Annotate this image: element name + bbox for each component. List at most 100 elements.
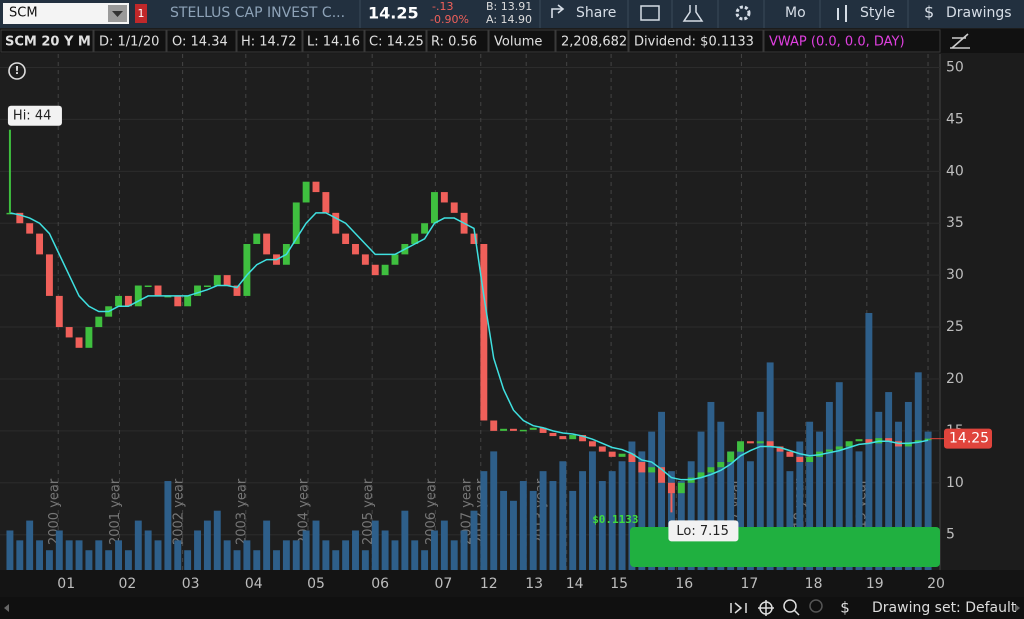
scroll-left[interactable] [4,604,9,612]
y-tick-label: 30 [946,267,964,283]
volume-bar [312,520,320,570]
volume-bar [648,431,656,570]
volume-bar [431,530,438,570]
candle [203,285,211,288]
mode-button[interactable]: Mo [785,5,806,21]
volume-bar [579,471,587,570]
share-button[interactable]: Share [576,5,616,21]
x-tick-label: 15 [610,576,628,592]
candle [194,285,201,296]
volume-bar [608,471,616,570]
volume-bar [45,550,53,570]
volume-bar [480,471,488,570]
candle [361,254,369,265]
change-percent: -0.90% [430,13,469,26]
volume-bar [500,490,508,570]
volume-bar [36,540,44,570]
flask-button[interactable] [682,5,704,22]
candle [677,482,685,494]
volume-bar [243,540,251,570]
candle [598,446,606,452]
x-tick-label: 01 [57,576,75,592]
volume-bar [618,461,626,570]
volume-bar [687,461,695,570]
volume-bar [115,540,122,570]
style-button[interactable]: Style [860,5,895,21]
zoom-tools[interactable] [730,599,823,616]
x-tick-label: 13 [525,576,543,592]
dividend: Dividend: $0.1133 [634,35,754,50]
candle [648,467,656,473]
volume-bar [391,540,399,570]
candle [391,254,399,265]
y-tick-label: 5 [946,527,955,543]
volume-bar [411,540,419,570]
candle [825,449,833,452]
volume-bar [421,550,429,570]
studies-button[interactable] [640,5,660,21]
volume-bar [519,481,527,570]
y-tick-label: 20 [946,371,964,387]
footer-bar [0,597,1024,619]
last-price: 14.25 [368,4,419,23]
candle [667,482,675,494]
volume-bar [895,421,902,570]
volume-bar [292,540,300,570]
volume-bar [460,530,468,570]
candle [855,439,863,442]
candle [381,264,389,276]
volume-bar [707,401,715,570]
volume-bar [134,520,142,570]
candle [756,441,764,444]
volume-bar [352,530,359,570]
volume-bar [322,540,330,570]
volume-bar [223,540,231,570]
bar-close: C: 14.25 [369,35,424,50]
volume-bar [510,500,517,570]
volume-bar [184,550,192,570]
volume-bar [450,540,458,570]
drawing-set[interactable]: Drawing set: Default [872,600,1017,616]
candle [618,453,626,457]
volume-bar [559,461,567,570]
settings-button[interactable] [735,5,751,21]
scroll-right[interactable] [1015,604,1020,612]
volume-bar [282,540,290,570]
y-tick-label: 40 [946,163,964,179]
candle [45,254,53,296]
volume-bar [835,382,843,570]
volume-bar [154,540,162,570]
toolbar-separators [359,0,909,28]
x-tick-label: 04 [245,576,263,592]
volume-bar [885,392,893,570]
candle [174,295,182,307]
alert-badge[interactable] [135,4,147,23]
volume-bar [26,520,34,570]
candle [115,295,122,307]
volume-bar [924,431,932,570]
volume-bar [174,540,182,570]
symbol[interactable]: SCM [9,6,38,21]
volume-bar [658,411,666,570]
bar-volume: 2,208,682 [561,35,627,50]
candle [510,428,517,431]
candle [737,441,744,452]
bar-date: D: 1/1/20 [99,35,159,50]
candle [539,427,547,433]
info-icon[interactable] [8,62,26,80]
candle [16,212,24,224]
volume-bar [164,481,172,570]
x-tick-label: 06 [371,576,389,592]
candle [470,233,478,244]
drawing-tools-icon[interactable] [950,33,970,49]
volume-bar [628,441,636,570]
bar-low: L: 14.16 [307,35,360,50]
y-tick-label: 35 [946,215,964,231]
candle [480,243,488,421]
candle [371,264,379,276]
volume-bar [756,411,764,570]
drawings-footer-icon[interactable]: $ [840,599,850,617]
symbol-input[interactable] [3,3,129,24]
candle [75,337,83,348]
drawings-button[interactable]: Drawings [946,5,1012,21]
